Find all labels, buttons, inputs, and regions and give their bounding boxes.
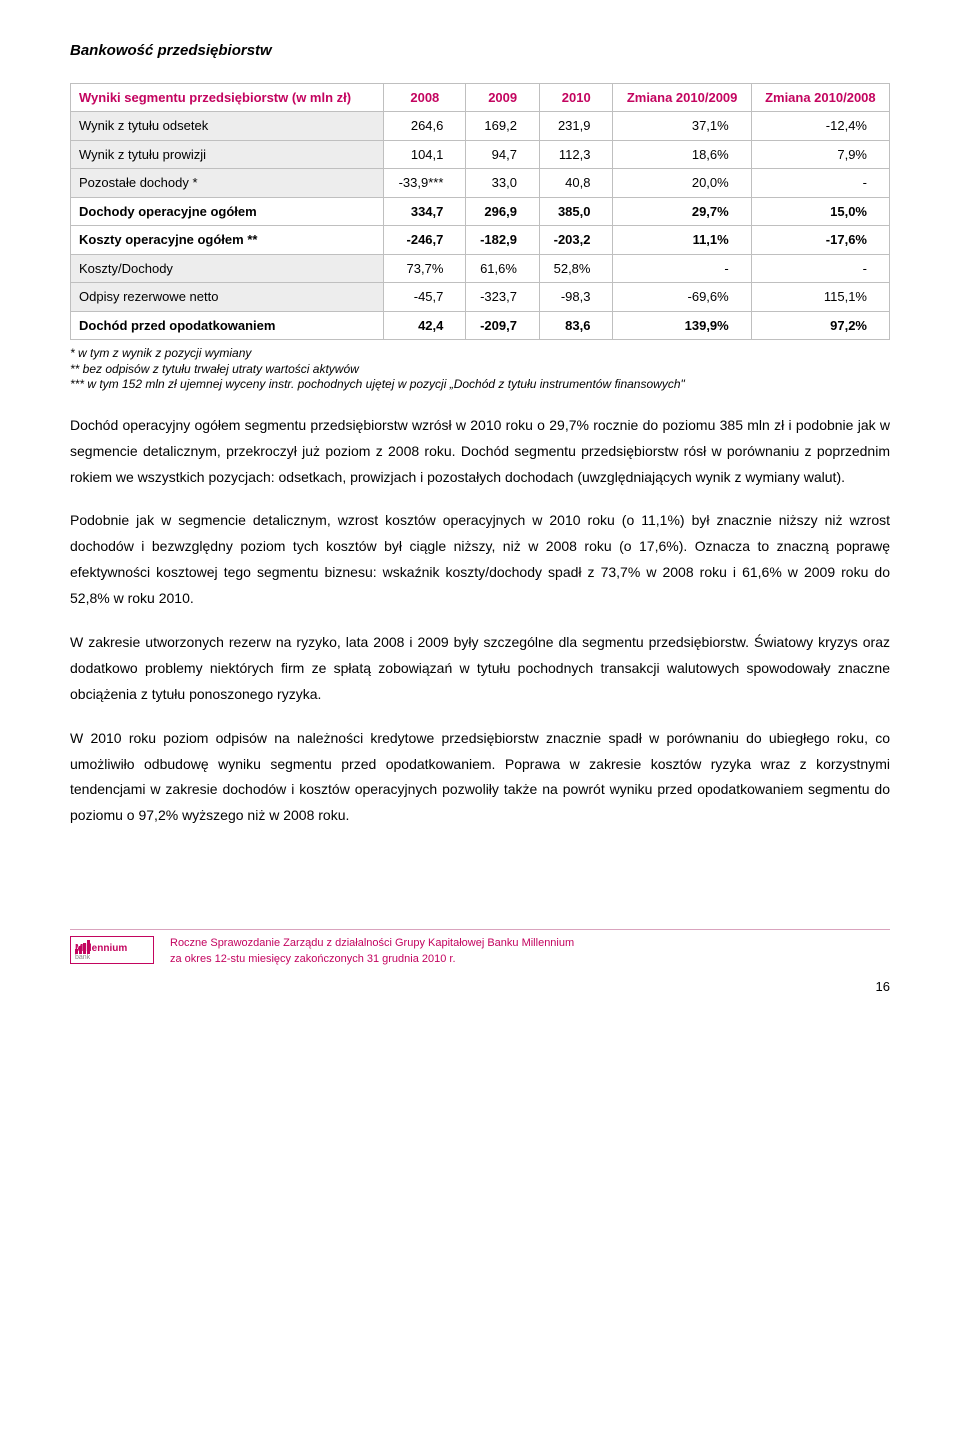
row-value: - [751, 254, 889, 283]
row-value: -246,7 [384, 226, 466, 255]
table-header-row: Wyniki segmentu przedsiębiorstw (w mln z… [71, 83, 890, 112]
row-label: Dochód przed opodatkowaniem [71, 311, 384, 340]
row-value: -45,7 [384, 283, 466, 312]
row-value: 112,3 [539, 140, 613, 169]
col-header-change-0910: Zmiana 2010/2009 [613, 83, 751, 112]
row-value: 18,6% [613, 140, 751, 169]
row-value: 334,7 [384, 197, 466, 226]
logo-subtext: bank [75, 954, 149, 961]
row-label: Koszty/Dochody [71, 254, 384, 283]
table-row: Pozostałe dochody *-33,9***33,040,820,0%… [71, 169, 890, 198]
row-value: 83,6 [539, 311, 613, 340]
row-value: -69,6% [613, 283, 751, 312]
row-label: Dochody operacyjne ogółem [71, 197, 384, 226]
footnote-2: ** bez odpisów z tytułu trwałej utraty w… [70, 362, 890, 378]
table-row: Dochody operacyjne ogółem334,7296,9385,0… [71, 197, 890, 226]
row-value: -203,2 [539, 226, 613, 255]
row-value: 169,2 [466, 112, 540, 141]
row-value: -323,7 [466, 283, 540, 312]
row-value: 52,8% [539, 254, 613, 283]
row-value: -209,7 [466, 311, 540, 340]
row-value: 231,9 [539, 112, 613, 141]
row-value: 296,9 [466, 197, 540, 226]
row-value: 11,1% [613, 226, 751, 255]
table-row: Dochód przed opodatkowaniem42,4-209,783,… [71, 311, 890, 340]
row-value: 73,7% [384, 254, 466, 283]
footer-line-2: za okres 12-stu miesięcy zakończonych 31… [170, 952, 890, 967]
row-value: - [613, 254, 751, 283]
row-value: 37,1% [613, 112, 751, 141]
row-label: Wynik z tytułu odsetek [71, 112, 384, 141]
table-footnotes: * w tym z wynik z pozycji wymiany ** bez… [70, 346, 890, 393]
footer-line-1: Roczne Sprawozdanie Zarządu z działalnoś… [170, 936, 890, 951]
row-value: 97,2% [751, 311, 889, 340]
row-label: Pozostałe dochody * [71, 169, 384, 198]
table-row: Odpisy rezerwowe netto-45,7-323,7-98,3-6… [71, 283, 890, 312]
paragraph-4: W 2010 roku poziom odpisów na należności… [70, 726, 890, 830]
col-header-label: Wyniki segmentu przedsiębiorstw (w mln z… [71, 83, 384, 112]
footnote-3: *** w tym 152 mln zł ujemnej wyceny inst… [70, 377, 890, 393]
table-row: Koszty/Dochody73,7%61,6%52,8%-- [71, 254, 890, 283]
row-value: 385,0 [539, 197, 613, 226]
row-value: -17,6% [751, 226, 889, 255]
section-title: Bankowość przedsiębiorstw [70, 40, 890, 63]
row-value: -33,9*** [384, 169, 466, 198]
row-label: Koszty operacyjne ogółem ** [71, 226, 384, 255]
col-header-2008: 2008 [384, 83, 466, 112]
paragraph-3: W zakresie utworzonych rezerw na ryzyko,… [70, 630, 890, 708]
footnote-1: * w tym z wynik z pozycji wymiany [70, 346, 890, 362]
col-header-2010: 2010 [539, 83, 613, 112]
footer-text: Roczne Sprawozdanie Zarządu z działalnoś… [170, 936, 890, 967]
paragraph-2: Podobnie jak w segmencie detalicznym, wz… [70, 508, 890, 612]
row-value: 7,9% [751, 140, 889, 169]
row-value: 61,6% [466, 254, 540, 283]
row-value: 42,4 [384, 311, 466, 340]
page-footer: Millennium bank Roczne Sprawozdanie Zarz… [70, 929, 890, 967]
paragraph-1: Dochód operacyjny ogółem segmentu przeds… [70, 413, 890, 491]
col-header-2009: 2009 [466, 83, 540, 112]
row-label: Wynik z tytułu prowizji [71, 140, 384, 169]
row-value: 264,6 [384, 112, 466, 141]
row-value: 139,9% [613, 311, 751, 340]
row-value: 33,0 [466, 169, 540, 198]
results-table: Wyniki segmentu przedsiębiorstw (w mln z… [70, 83, 890, 341]
logo-bars-icon [75, 940, 90, 954]
millennium-logo: Millennium bank [70, 936, 154, 964]
table-row: Wynik z tytułu odsetek264,6169,2231,937,… [71, 112, 890, 141]
row-value: -98,3 [539, 283, 613, 312]
row-value: 15,0% [751, 197, 889, 226]
col-header-change-0810: Zmiana 2010/2008 [751, 83, 889, 112]
row-label: Odpisy rezerwowe netto [71, 283, 384, 312]
row-value: 29,7% [613, 197, 751, 226]
row-value: 20,0% [613, 169, 751, 198]
row-value: 94,7 [466, 140, 540, 169]
page-number: 16 [70, 977, 890, 1027]
row-value: 104,1 [384, 140, 466, 169]
table-row: Koszty operacyjne ogółem **-246,7-182,9-… [71, 226, 890, 255]
row-value: - [751, 169, 889, 198]
row-value: 115,1% [751, 283, 889, 312]
row-value: -12,4% [751, 112, 889, 141]
row-value: 40,8 [539, 169, 613, 198]
table-row: Wynik z tytułu prowizji104,194,7112,318,… [71, 140, 890, 169]
row-value: -182,9 [466, 226, 540, 255]
